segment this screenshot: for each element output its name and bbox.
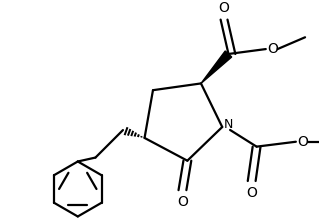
Text: O: O xyxy=(297,135,308,149)
Text: O: O xyxy=(218,1,229,15)
Text: O: O xyxy=(177,195,188,209)
Text: N: N xyxy=(223,117,233,130)
Polygon shape xyxy=(201,51,232,83)
Text: O: O xyxy=(246,186,257,200)
Text: O: O xyxy=(267,42,278,56)
